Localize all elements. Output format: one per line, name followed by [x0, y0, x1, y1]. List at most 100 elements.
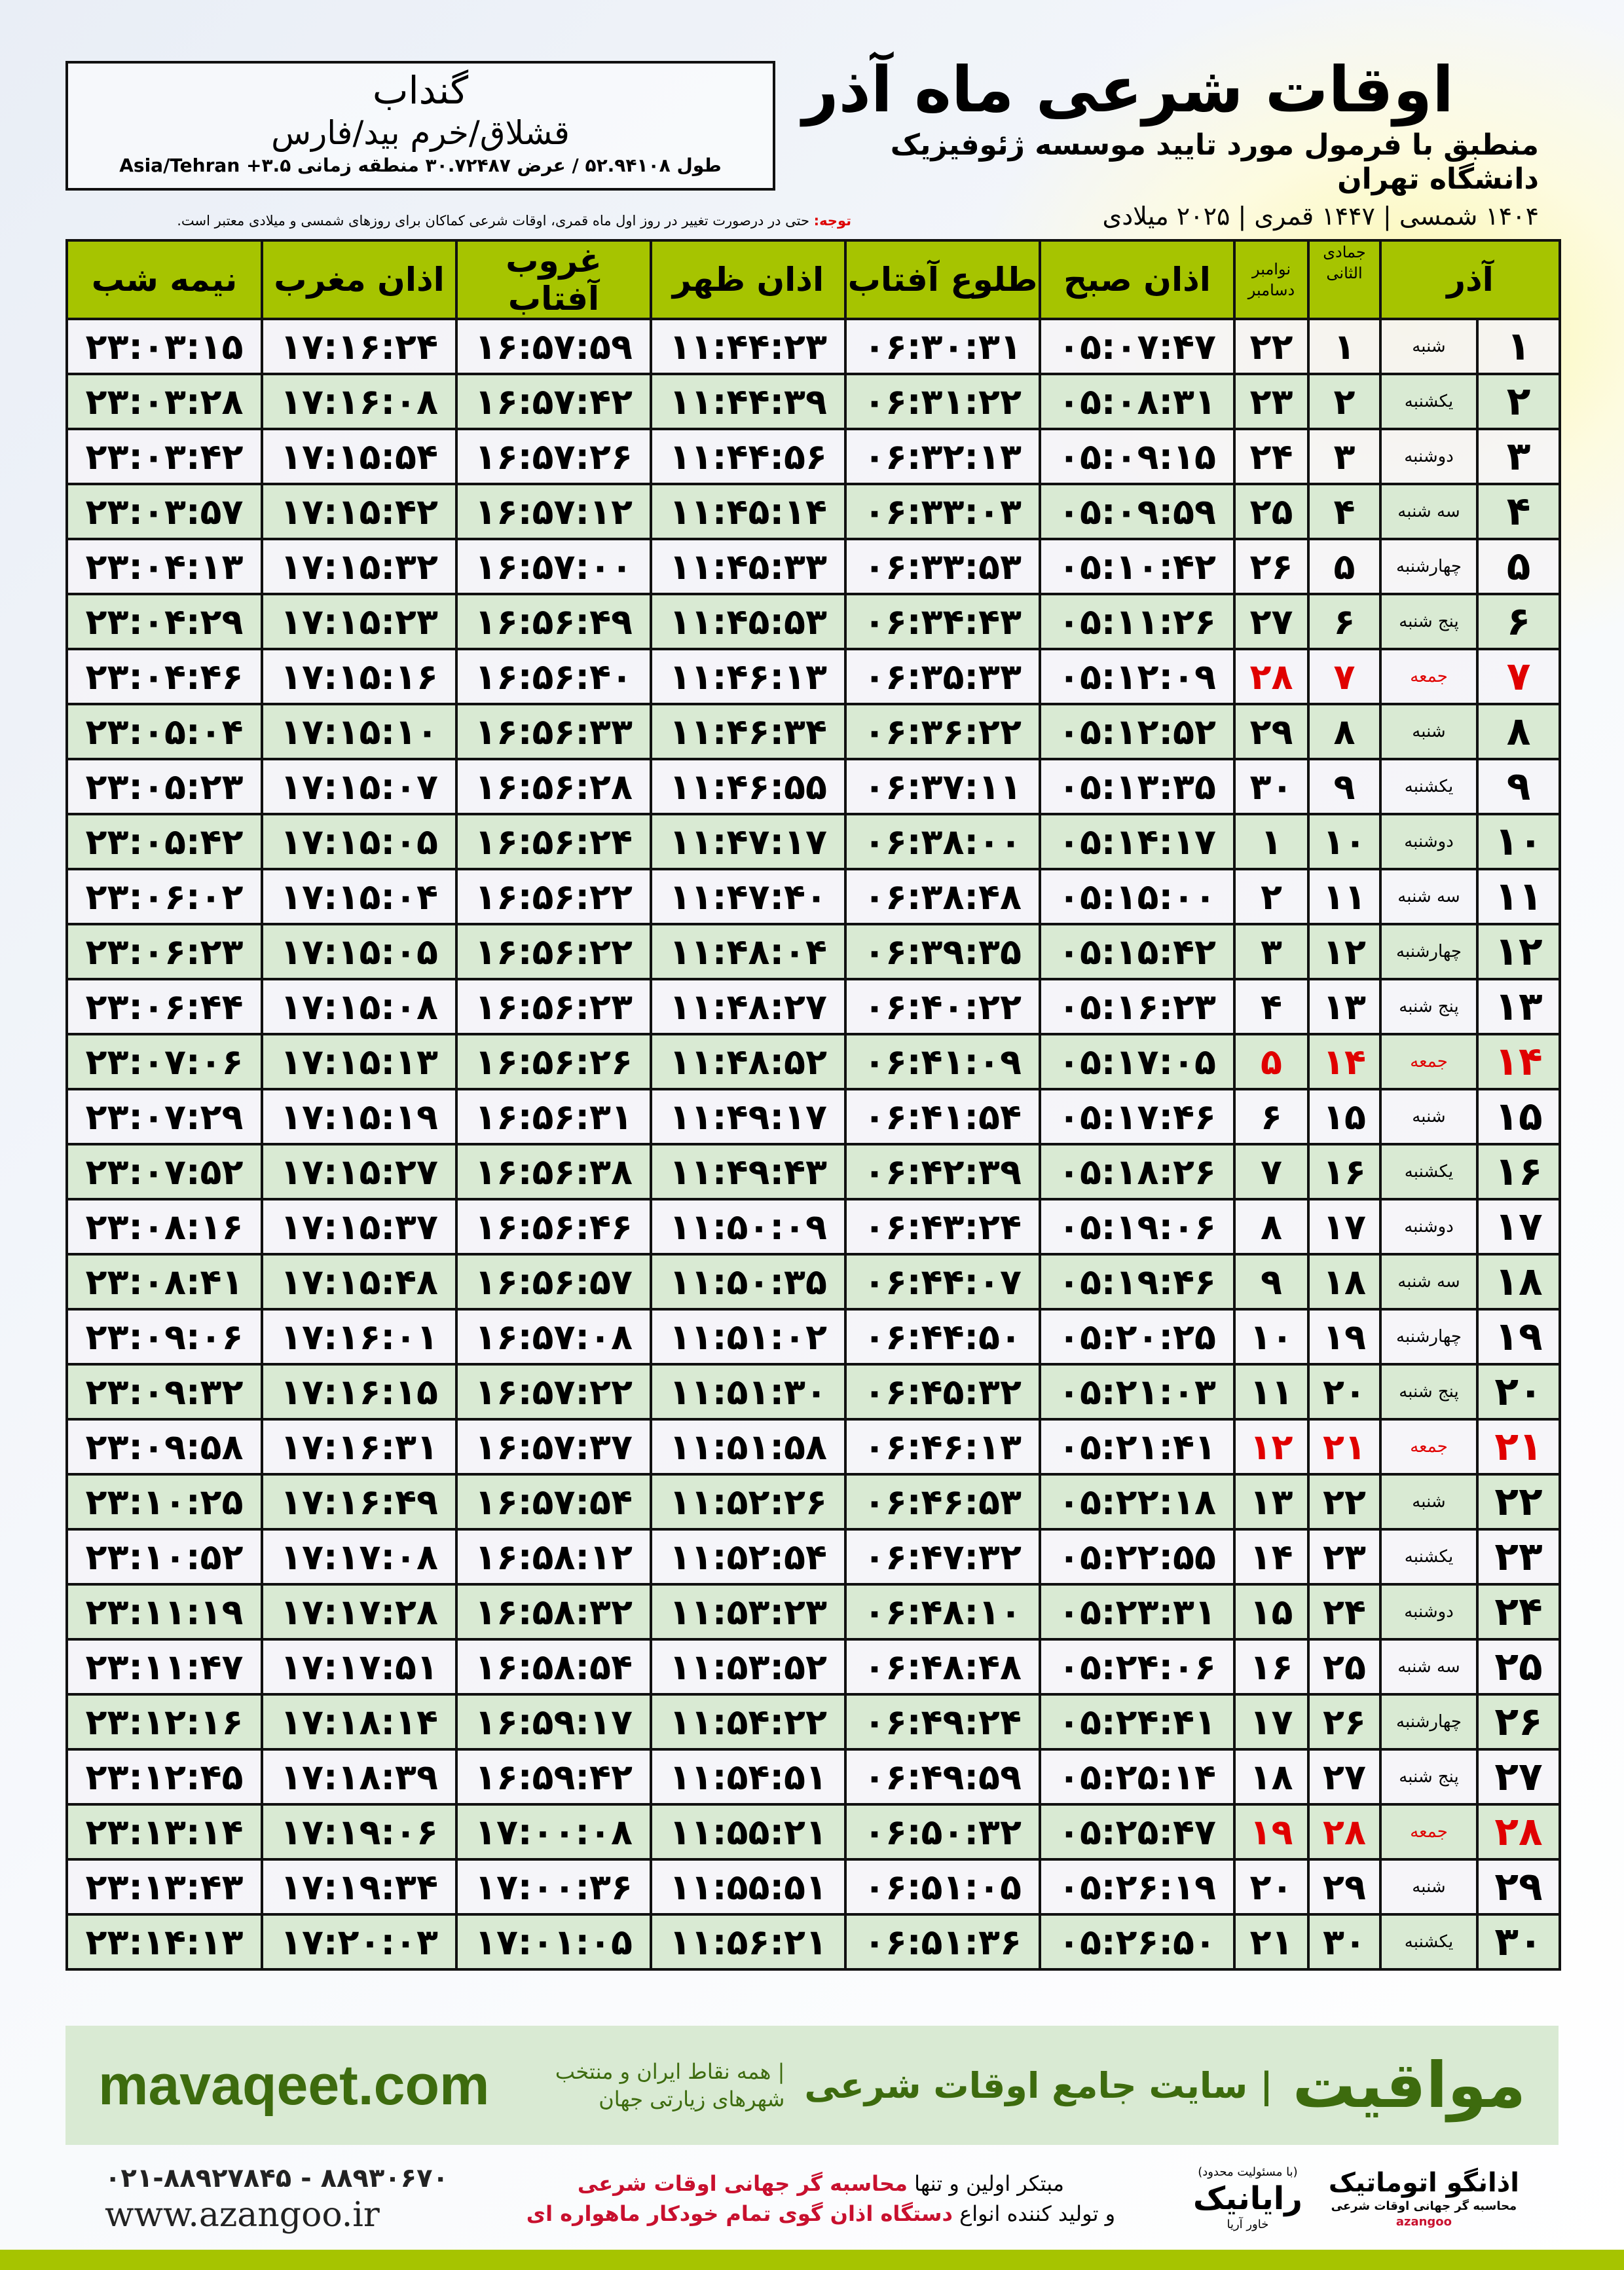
- cell-midnight: ۲۳:۱۳:۱۴: [65, 1803, 263, 1861]
- cell-day: ۲۸: [1476, 1803, 1561, 1861]
- cell-sunset: ۱۶:۵۷:۵۴: [455, 1473, 652, 1531]
- cell-sunrise: ۰۶:۴۱:۰۹: [844, 1033, 1041, 1090]
- cell-weekday: جمعه: [1379, 1418, 1479, 1476]
- rayanik-logo: (با مسئولیت محدود) رایانیک خاور آریا: [1193, 2165, 1302, 2233]
- col-gregorian-top: نوامبر: [1251, 260, 1291, 278]
- rayanik-name: رایانیک: [1192, 2180, 1302, 2217]
- cell-weekday: چهارشنبه: [1379, 1693, 1479, 1751]
- brand-text: | سایت جامع اوقات شرعی: [804, 2064, 1273, 2106]
- cell-day: ۱۳: [1476, 978, 1561, 1035]
- table-row: ۲۵ سه شنبه ۲۵ ۱۶ ۰۵:۲۴:۰۶ ۰۶:۴۸:۴۸ ۱۱:۵۳:۵۲ ۱۶:…: [65, 1638, 1561, 1696]
- cell-hijri: ۲۳: [1307, 1528, 1382, 1586]
- cell-sunrise: ۰۶:۳۲:۱۳: [844, 428, 1041, 485]
- cell-sunrise: ۰۶:۵۱:۰۵: [844, 1858, 1041, 1916]
- col-gregorian: نوامبر دسامبر: [1233, 239, 1310, 320]
- cell-maghrib: ۱۷:۱۵:۳۷: [261, 1198, 458, 1256]
- cell-greg: ۱۱: [1233, 1363, 1310, 1421]
- cell-dhuhr: ۱۱:۴۶:۱۳: [650, 648, 847, 705]
- cell-day: ۶: [1476, 593, 1561, 650]
- site-link[interactable]: mavaqeet.com: [98, 2053, 490, 2117]
- cell-maghrib: ۱۷:۱۵:۱۶: [261, 648, 458, 705]
- cell-dhuhr: ۱۱:۴۴:۵۶: [650, 428, 847, 485]
- cell-midnight: ۲۳:۱۰:۲۵: [65, 1473, 263, 1531]
- azangoo-name: اذانگو اتوماتیک: [1328, 2168, 1519, 2198]
- cell-midnight: ۲۳:۰۳:۴۲: [65, 428, 263, 485]
- cell-fajr: ۰۵:۲۴:۰۶: [1039, 1638, 1236, 1696]
- cell-weekday: شنبه: [1379, 703, 1479, 760]
- cell-hijri: ۳۰: [1307, 1913, 1382, 1971]
- cell-weekday: شنبه: [1379, 318, 1479, 375]
- cell-dhuhr: ۱۱:۴۵:۳۳: [650, 538, 847, 595]
- cell-maghrib: ۱۷:۱۹:۳۴: [261, 1858, 458, 1916]
- tagline: | همه نقاط ایران و منتخب شهرهای زیارتی ج…: [555, 2059, 785, 2112]
- table-row: ۲۹ شنبه ۲۹ ۲۰ ۰۵:۲۶:۱۹ ۰۶:۵۱:۰۵ ۱۱:۵۵:۵۱ ۱۷:۰۰:…: [65, 1858, 1561, 1916]
- cell-hijri: ۵: [1307, 538, 1382, 595]
- cell-midnight: ۲۳:۰۹:۳۲: [65, 1363, 263, 1421]
- coordinates: طول ۵۲.۹۴۱۰۸ / عرض ۳۰.۷۲۴۸۷ منطقه زمانی …: [119, 155, 722, 176]
- cell-hijri: ۱۹: [1307, 1308, 1382, 1366]
- cell-weekday: شنبه: [1379, 1858, 1479, 1916]
- col-dhuhr: اذان ظهر: [650, 239, 847, 320]
- cell-fajr: ۰۵:۲۲:۵۵: [1039, 1528, 1236, 1586]
- cell-sunrise: ۰۶:۴۲:۳۹: [844, 1143, 1041, 1200]
- cell-day: ۲۳: [1476, 1528, 1561, 1586]
- table-row: ۲۶ چهارشنبه ۲۶ ۱۷ ۰۵:۲۴:۴۱ ۰۶:۴۹:۲۴ ۱۱:۵۴:۲۲ ۱۶…: [65, 1693, 1561, 1751]
- cell-fajr: ۰۵:۲۲:۱۸: [1039, 1473, 1236, 1531]
- cell-hijri: ۲۴: [1307, 1583, 1382, 1641]
- cell-hijri: ۲۷: [1307, 1748, 1382, 1806]
- col-hijri: جمادی الثانی: [1307, 239, 1382, 320]
- cell-sunset: ۱۶:۵۸:۳۲: [455, 1583, 652, 1641]
- prayer-times-table: آذر جمادی الثانی نوامبر دسامبر اذان صبح ط…: [65, 239, 1561, 1971]
- cell-fajr: ۰۵:۱۷:۴۶: [1039, 1088, 1236, 1145]
- cell-dhuhr: ۱۱:۴۷:۴۰: [650, 868, 847, 925]
- cell-weekday: چهارشنبه: [1379, 1308, 1479, 1366]
- cell-day: ۱۴: [1476, 1033, 1561, 1090]
- col-gregorian-bottom: دسامبر: [1247, 281, 1295, 299]
- cell-weekday: پنج شنبه: [1379, 1363, 1479, 1421]
- brand-logo: مواقیت: [1292, 2049, 1526, 2122]
- cell-hijri: ۱۲: [1307, 923, 1382, 980]
- cell-hijri: ۷: [1307, 648, 1382, 705]
- cell-maghrib: ۱۷:۱۶:۰۱: [261, 1308, 458, 1366]
- cell-midnight: ۲۳:۱۴:۱۳: [65, 1913, 263, 1971]
- cell-sunrise: ۰۶:۴۹:۵۹: [844, 1748, 1041, 1806]
- cell-sunrise: ۰۶:۳۱:۲۲: [844, 373, 1041, 430]
- cell-fajr: ۰۵:۱۹:۴۶: [1039, 1253, 1236, 1311]
- promo-line2a: و تولید کننده انواع: [952, 2201, 1116, 2226]
- cell-fajr: ۰۵:۲۵:۴۷: [1039, 1803, 1236, 1861]
- cell-sunset: ۱۶:۵۶:۲۸: [455, 758, 652, 815]
- cell-fajr: ۰۵:۲۴:۴۱: [1039, 1693, 1236, 1751]
- cell-weekday: یکشنبه: [1379, 1913, 1479, 1971]
- cell-greg: ۴: [1233, 978, 1310, 1035]
- cell-fajr: ۰۵:۲۱:۰۳: [1039, 1363, 1236, 1421]
- cell-greg: ۶: [1233, 1088, 1310, 1145]
- rayanik-sub: خاور آریا: [1227, 2218, 1269, 2231]
- cell-weekday: سه شنبه: [1379, 1253, 1479, 1311]
- cell-day: ۱۱: [1476, 868, 1561, 925]
- col-fajr: اذان صبح: [1039, 239, 1236, 320]
- col-midnight: نیمه شب: [65, 239, 263, 320]
- cell-maghrib: ۱۷:۱۵:۲۷: [261, 1143, 458, 1200]
- cell-greg: ۱۹: [1233, 1803, 1310, 1861]
- cell-weekday: شنبه: [1379, 1473, 1479, 1531]
- cell-sunrise: ۰۶:۴۴:۵۰: [844, 1308, 1041, 1366]
- cell-greg: ۱: [1233, 813, 1310, 870]
- cell-greg: ۱۷: [1233, 1693, 1310, 1751]
- promo-line1b: محاسبه گر جهانی اوقات شرعی: [577, 2171, 908, 2196]
- year-line: ۱۴۰۴ شمسی | ۱۴۴۷ قمری | ۲۰۲۵ میلادی: [1102, 202, 1539, 231]
- cell-dhuhr: ۱۱:۴۵:۱۴: [650, 483, 847, 540]
- cell-greg: ۷: [1233, 1143, 1310, 1200]
- table-row: ۲۲ شنبه ۲۲ ۱۳ ۰۵:۲۲:۱۸ ۰۶:۴۶:۵۳ ۱۱:۵۲:۲۶ ۱۶:۵۷:…: [65, 1473, 1561, 1531]
- cell-fajr: ۰۵:۰۸:۳۱: [1039, 373, 1236, 430]
- col-maghrib: اذان مغرب: [261, 239, 458, 320]
- azangoo-link[interactable]: www.azangoo.ir: [105, 2195, 380, 2235]
- cell-sunrise: ۰۶:۴۰:۲۲: [844, 978, 1041, 1035]
- table-row: ۲ یکشنبه ۲ ۲۳ ۰۵:۰۸:۳۱ ۰۶:۳۱:۲۲ ۱۱:۴۴:۳۹ ۱۶:۵۷:…: [65, 373, 1561, 430]
- cell-maghrib: ۱۷:۱۷:۰۸: [261, 1528, 458, 1586]
- cell-weekday: پنج شنبه: [1379, 1748, 1479, 1806]
- cell-hijri: ۱۸: [1307, 1253, 1382, 1311]
- cell-hijri: ۳: [1307, 428, 1382, 485]
- cell-hijri: ۸: [1307, 703, 1382, 760]
- cell-hijri: ۶: [1307, 593, 1382, 650]
- cell-greg: ۲۸: [1233, 648, 1310, 705]
